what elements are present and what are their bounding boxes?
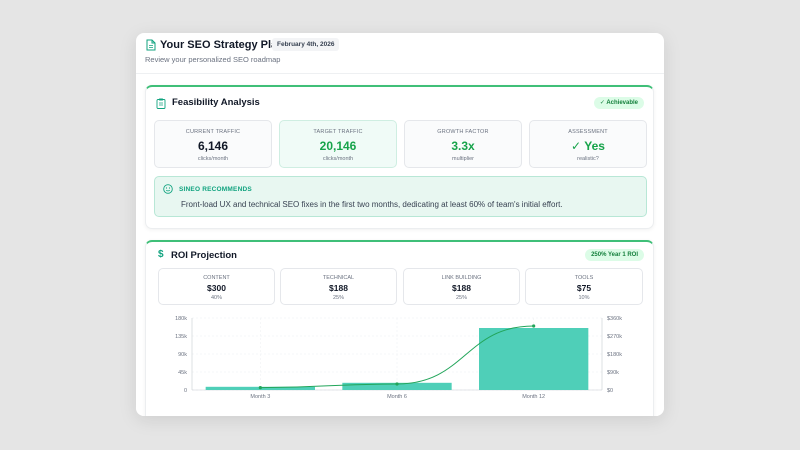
y-tick-label: 0 xyxy=(184,388,187,394)
recommendation-box: SINEO RECOMMENDS Front-load UX and techn… xyxy=(154,176,647,217)
document-icon xyxy=(146,39,156,51)
metric-value: 3.3x xyxy=(451,139,475,153)
y-tick-label: 90k xyxy=(178,352,187,358)
roi-point-3 xyxy=(532,324,536,328)
metric-value: 6,146 xyxy=(197,139,229,153)
metric-sub: realistic? xyxy=(577,156,599,162)
assessment-value: Yes xyxy=(584,139,605,153)
recommendation-text: Front-load UX and technical SEO fixes in… xyxy=(181,200,563,209)
recommendation-title: SINEO RECOMMENDS xyxy=(179,186,252,193)
feasibility-title: Feasibility Analysis xyxy=(172,97,260,108)
metric-label: TARGET TRAFFIC xyxy=(313,129,363,135)
y2-tick-label: $360k xyxy=(607,316,622,322)
roi-chart: 180k $360k 135k $270k 90k $180k 45k $90k 0 $0 Mont… xyxy=(175,316,622,400)
metric-growth-factor: GROWTH FACTOR 3.3x multiplier xyxy=(404,120,522,168)
roi-point-2 xyxy=(395,382,399,386)
metric-label: CURRENT TRAFFIC xyxy=(185,129,241,135)
roi-item-tools: TOOLS $75 10% xyxy=(525,268,643,305)
x-tick-label: Month 12 xyxy=(522,394,545,400)
metric-value: ✓ Yes xyxy=(530,139,646,153)
page-subtitle: Review your personalized SEO roadmap xyxy=(145,55,281,64)
check-icon: ✓ xyxy=(571,139,582,153)
roi-point-1 xyxy=(258,386,262,390)
y2-tick-label: $180k xyxy=(607,352,622,358)
metric-label: GROWTH FACTOR xyxy=(437,129,489,135)
smiley-icon xyxy=(163,184,173,194)
metric-target-traffic: TARGET TRAFFIC 20,146 clicks/month xyxy=(279,120,397,168)
roi-item-link-building: LINK BUILDING $188 25% xyxy=(403,268,520,305)
roi-item-label: TOOLS xyxy=(574,275,594,281)
roi-item-pct: 25% xyxy=(455,295,467,301)
date-badge: February 4th, 2026 xyxy=(272,38,340,51)
roi-item-technical: TECHNICAL $188 25% xyxy=(280,268,397,305)
y2-tick-label: $90k xyxy=(607,370,619,376)
y2-tick-label: $270k xyxy=(607,334,622,340)
roi-item-content: CONTENT $300 40% xyxy=(158,268,275,305)
metric-sub: multiplier xyxy=(451,156,474,162)
roi-item-pct: 10% xyxy=(578,295,590,301)
roi-item-pct: 40% xyxy=(210,295,222,301)
roi-item-value: $75 xyxy=(576,283,592,293)
metric-label: ASSESSMENT xyxy=(568,129,608,135)
roi-title: ROI Projection xyxy=(171,250,237,261)
plan-header: Your SEO Strategy Plan February 4th, 202… xyxy=(136,33,664,75)
roi-item-label: CONTENT xyxy=(203,275,230,281)
page-title: Your SEO Strategy Plan xyxy=(160,39,284,51)
x-tick-label: Month 3 xyxy=(250,394,270,400)
metric-sub: clicks/month xyxy=(322,156,354,162)
metric-sub: clicks/month xyxy=(197,156,229,162)
bar-month-12 xyxy=(479,328,589,390)
roi-item-label: TECHNICAL xyxy=(322,275,355,281)
dollar-icon: $ xyxy=(158,249,164,260)
header-divider xyxy=(136,73,664,74)
metric-current-traffic: CURRENT TRAFFIC 6,146 clicks/month xyxy=(154,120,272,168)
roi-item-value: $300 xyxy=(207,283,226,293)
x-tick-label: Month 6 xyxy=(387,394,407,400)
y2-tick-label: $0 xyxy=(607,388,613,394)
metric-assessment: ASSESSMENT ✓ Yes realistic? xyxy=(529,120,647,168)
feasibility-card: Feasibility Analysis ✓ Achievable CURREN… xyxy=(145,85,654,229)
plan-content-scroll[interactable]: Feasibility Analysis ✓ Achievable CURREN… xyxy=(136,74,664,416)
metric-value: 20,146 xyxy=(319,139,357,153)
roi-badge: 250% Year 1 ROI xyxy=(585,249,644,261)
y-tick-label: 135k xyxy=(175,334,187,340)
roi-item-pct: 25% xyxy=(332,295,344,301)
achievable-badge: ✓ Achievable xyxy=(593,97,644,109)
roi-item-label: LINK BUILDING xyxy=(441,275,482,281)
roi-card: $ ROI Projection 250% Year 1 ROI CONTENT… xyxy=(145,240,654,416)
y-tick-label: 45k xyxy=(178,370,187,376)
roi-item-value: $188 xyxy=(329,283,348,293)
roi-item-value: $188 xyxy=(452,283,471,293)
clipboard-icon xyxy=(156,98,166,109)
strategy-plan-window: Your SEO Strategy Plan February 4th, 202… xyxy=(136,33,664,416)
y-tick-label: 180k xyxy=(175,316,187,322)
bar-month-6 xyxy=(342,382,452,390)
